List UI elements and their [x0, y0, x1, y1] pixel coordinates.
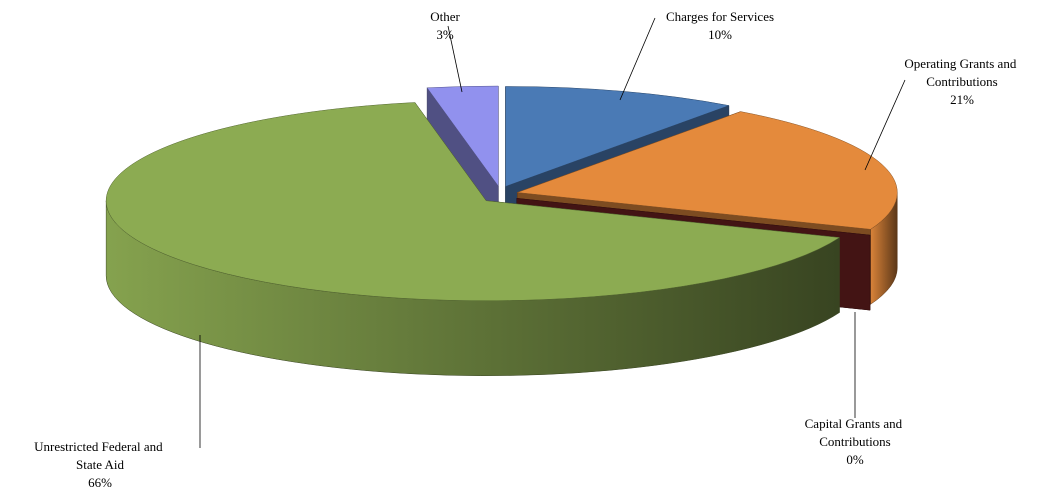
slice-value-label: 10% — [708, 27, 732, 42]
slice-top — [105, 102, 841, 301]
pie-slice — [105, 101, 841, 376]
slice-label: Capital Grants and Contributions — [805, 416, 906, 449]
slice-label: Operating Grants and Contributions — [904, 56, 1019, 89]
slice-value-label: 66% — [88, 475, 112, 490]
slice-top — [426, 85, 499, 187]
slice-top — [517, 111, 898, 230]
leader-line — [447, 25, 463, 93]
slice-label: Unrestricted Federal and State Aid — [34, 439, 166, 472]
slice-value-label: 21% — [950, 92, 974, 107]
leader-line — [864, 79, 906, 171]
slice-label: Charges for Services — [666, 9, 774, 24]
leader-line — [619, 17, 656, 101]
slice-label: Other — [430, 9, 460, 24]
slice-value-label: 3% — [436, 27, 454, 42]
slice-value-label: 0% — [846, 452, 864, 467]
slice-top — [505, 86, 730, 187]
